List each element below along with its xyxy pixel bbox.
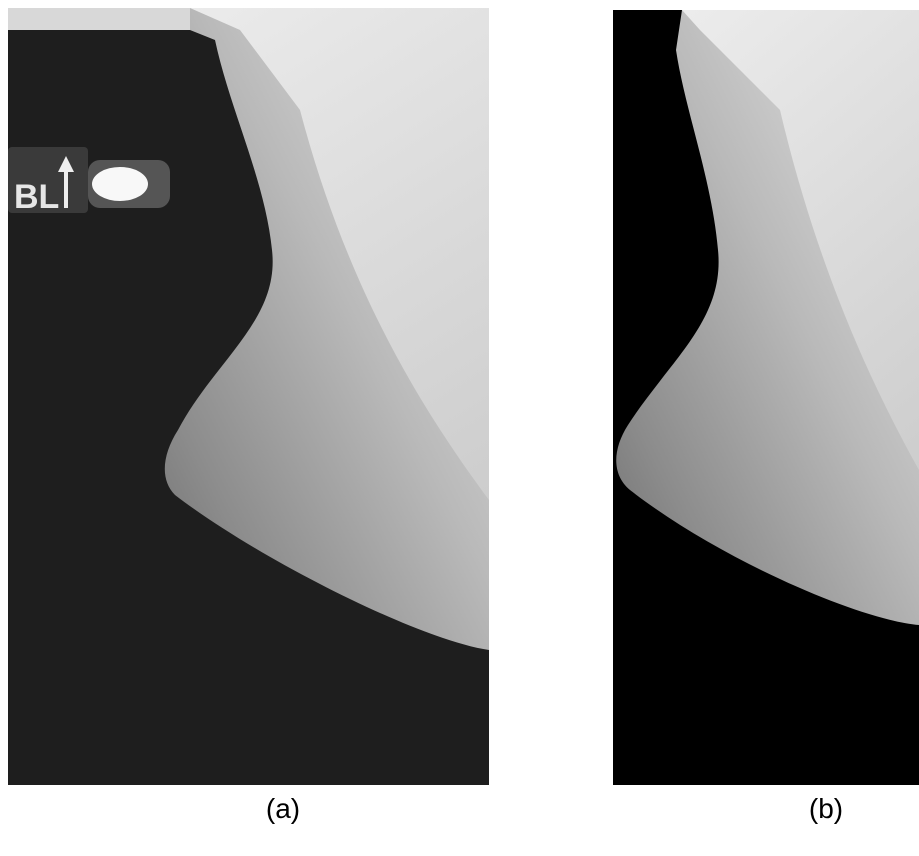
- figure: BL (a) (b): [0, 0, 919, 856]
- page: BL (a) (b) (() => { const data = JSON.pa…: [0, 0, 919, 856]
- panel-b-image: [613, 10, 919, 785]
- panel-a-image: BL: [8, 8, 489, 785]
- caption-a: (a): [266, 793, 300, 824]
- marker-text: BL: [14, 178, 59, 216]
- caption-b: (b): [809, 793, 843, 824]
